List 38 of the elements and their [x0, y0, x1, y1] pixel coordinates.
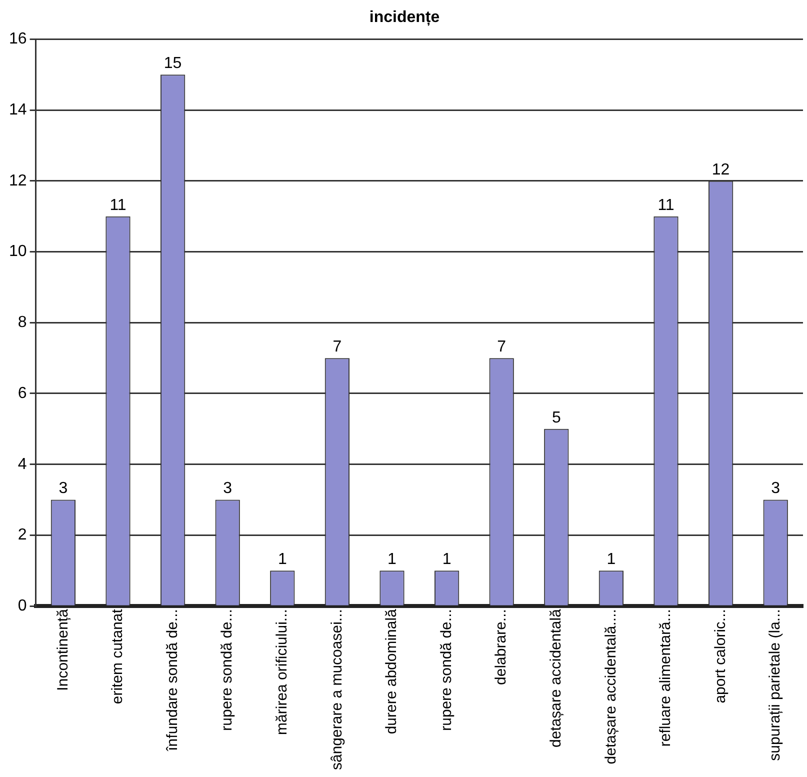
chart-title: incidențe — [369, 9, 440, 26]
data-label: 3 — [771, 480, 780, 498]
data-label: 1 — [442, 551, 452, 568]
x-tick-label: mărirea orificiului... — [274, 609, 291, 735]
data-label: 11 — [658, 196, 674, 214]
data-label: 7 — [332, 338, 342, 356]
y-tick-label: 10 — [9, 243, 27, 260]
data-label: 7 — [497, 338, 506, 356]
data-label: 3 — [223, 480, 232, 498]
data-label: 1 — [606, 551, 616, 568]
x-tick-label: detașare accidentală.... — [602, 609, 620, 764]
x-tick-label: rupere sondă de... — [438, 609, 455, 731]
data-label: 12 — [712, 161, 730, 178]
x-tick-label: supurații parietale (la... — [766, 609, 784, 761]
y-tick-label: 4 — [18, 456, 27, 473]
y-tick-label: 8 — [18, 314, 27, 332]
x-tick-label: delabrare... — [492, 609, 510, 685]
x-tick-label: Incontinență — [54, 608, 72, 691]
data-label: 15 — [164, 55, 182, 72]
x-tick-label: sângerare a mucoasei... — [328, 609, 346, 770]
x-tick-label: refluare alimentară... — [657, 609, 674, 747]
x-tick-label: durere abdominală — [383, 608, 400, 734]
data-label: 5 — [552, 409, 561, 426]
y-tick-label: 16 — [9, 30, 27, 48]
x-tick-label: eritem cutanat — [109, 608, 126, 704]
data-label: 11 — [110, 196, 126, 214]
data-label: 3 — [58, 480, 68, 498]
y-tick-label: 14 — [9, 101, 27, 118]
x-tick-label: rupere sondă de... — [218, 609, 236, 731]
y-tick-label: 2 — [18, 526, 27, 544]
x-tick-label: detașare accidentală — [548, 608, 565, 748]
data-label: 1 — [278, 551, 287, 568]
y-tick-label: 12 — [9, 172, 27, 190]
x-tick-label: aport caloric... — [712, 609, 729, 704]
x-tick-label: înfundare sondă de... — [164, 609, 181, 752]
data-label: 1 — [388, 551, 397, 568]
y-tick-label: 6 — [18, 384, 27, 402]
y-tick-label: 0 — [18, 597, 27, 614]
